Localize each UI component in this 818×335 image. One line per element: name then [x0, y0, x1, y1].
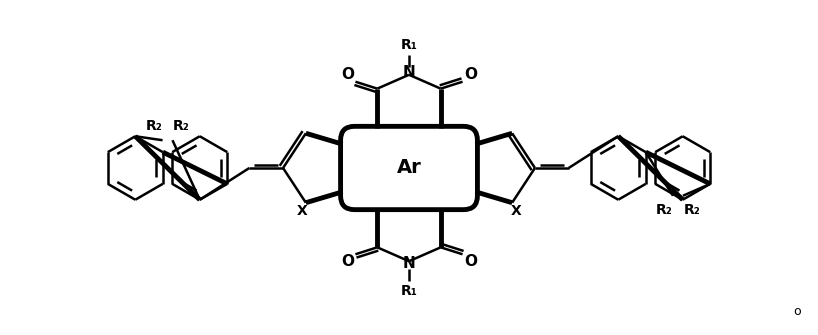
- Text: R₂: R₂: [684, 203, 700, 217]
- Text: N: N: [402, 256, 416, 271]
- Text: N: N: [402, 65, 416, 80]
- Text: O: O: [464, 67, 477, 82]
- Text: O: O: [341, 67, 354, 82]
- Text: R₂: R₂: [656, 203, 672, 217]
- Text: X: X: [296, 204, 308, 218]
- Text: O: O: [341, 254, 354, 269]
- Text: R₁: R₁: [401, 284, 417, 298]
- Text: O: O: [464, 254, 477, 269]
- Text: R₂: R₂: [173, 119, 190, 133]
- FancyBboxPatch shape: [340, 126, 478, 210]
- Text: Ar: Ar: [397, 158, 421, 178]
- Text: R₁: R₁: [401, 38, 417, 52]
- Text: X: X: [510, 204, 522, 218]
- Text: R₂: R₂: [146, 119, 162, 133]
- Text: o: o: [793, 305, 801, 318]
